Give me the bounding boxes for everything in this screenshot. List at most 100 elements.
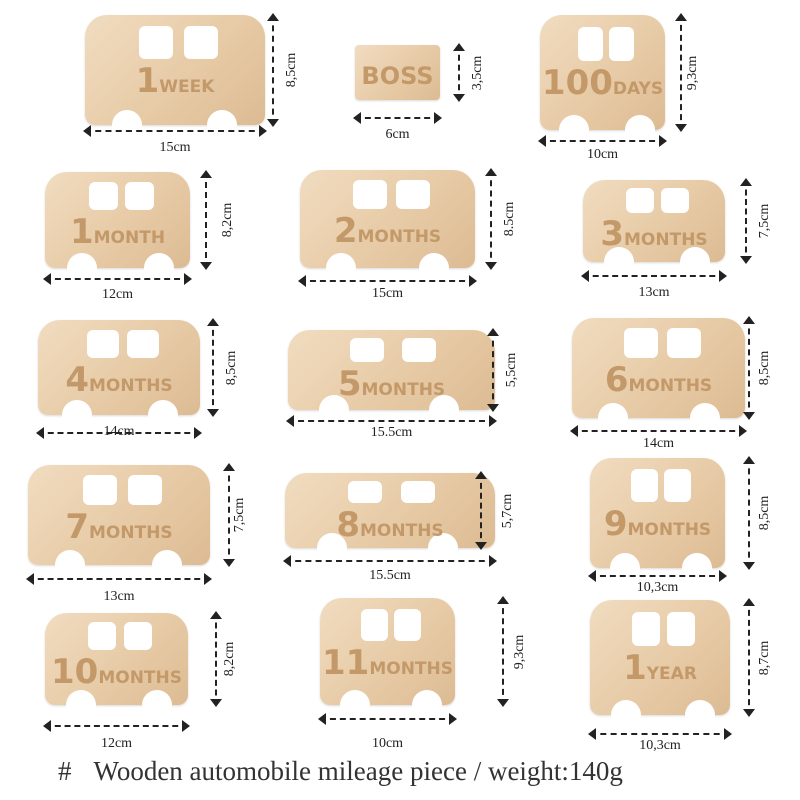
width-label: 15cm	[371, 286, 404, 301]
window-cutout	[184, 26, 218, 59]
wheel-cutout	[411, 690, 442, 720]
window-cutout	[667, 328, 702, 358]
height-dimension-line	[223, 463, 235, 567]
height-dimension-line	[453, 43, 465, 102]
window-cutout	[630, 469, 658, 502]
window-cutout	[128, 475, 163, 505]
wheel-cutout	[112, 110, 142, 140]
wooden-piece: 3MONTHS	[583, 180, 725, 277]
piece-label: BOSS	[355, 53, 440, 93]
wooden-piece: 5MONTHS	[288, 330, 495, 425]
label-word: MONTHS	[357, 227, 442, 248]
height-label: 8,5cm	[757, 350, 772, 386]
height-label: 8,5cm	[224, 350, 239, 385]
window-cutout	[139, 26, 173, 59]
height-dimension-line	[743, 456, 755, 570]
width-label: 14cm	[103, 424, 135, 439]
height-label: 8,7cm	[757, 640, 772, 675]
label-number: 1	[623, 648, 647, 689]
width-dimension-line	[298, 275, 477, 287]
height-dimension-line	[497, 596, 509, 707]
width-dimension-line	[286, 415, 497, 427]
piece-label: 100DAYS	[540, 63, 665, 103]
height-label: 7,5cm	[232, 497, 247, 533]
window-cutout	[396, 179, 431, 210]
label-number: 3	[600, 214, 624, 255]
height-label: 9,3cm	[512, 634, 527, 669]
piece-label: 1WEEK	[85, 61, 265, 101]
width-dimension-line	[83, 125, 267, 137]
height-dimension-line	[207, 318, 219, 417]
width-dimension-line	[36, 427, 202, 439]
height-dimension-line	[743, 598, 755, 717]
height-dimension-line	[267, 13, 279, 127]
wheel-cutout	[610, 553, 641, 583]
wheel-cutout	[604, 247, 635, 277]
width-label: 6cm	[385, 127, 410, 142]
piece-label: 5MONTHS	[288, 364, 495, 404]
width-dimension-line	[318, 713, 457, 725]
window-cutout	[124, 181, 154, 211]
window-cutout	[123, 622, 153, 650]
piece-label: 1YEAR	[590, 648, 730, 688]
label-number: 8	[336, 504, 360, 545]
wheel-cutout	[689, 403, 720, 433]
width-label: 10cm	[586, 147, 619, 162]
wheel-cutout	[427, 533, 458, 563]
wheel-cutout	[597, 403, 628, 433]
label-number: 10	[51, 651, 99, 692]
wheel-cutout	[681, 553, 712, 583]
height-label: 9,3cm	[685, 55, 700, 90]
window-cutout	[82, 475, 117, 505]
width-label: 15.5cm	[370, 425, 413, 440]
height-label: 8.5cm	[502, 201, 517, 237]
width-dimension-line	[283, 555, 497, 567]
height-label: 5,5cm	[504, 352, 519, 388]
piece-label: 9MONTHS	[590, 504, 725, 544]
window-cutout	[577, 26, 603, 61]
wheel-cutout	[207, 110, 238, 140]
caption-hash: #	[58, 756, 72, 786]
label-word: MONTH	[93, 228, 166, 249]
width-dimension-line	[581, 270, 727, 282]
label-word: MONTHS	[628, 376, 713, 396]
label-number: 6	[604, 360, 629, 400]
width-dimension-line	[43, 273, 192, 285]
wooden-piece: 100DAYS	[540, 15, 665, 145]
wooden-piece: BOSS	[355, 45, 440, 100]
label-number: 7	[65, 507, 89, 547]
height-dimension-line	[210, 611, 222, 707]
label-word: MONTHS	[360, 520, 444, 541]
height-label: 7,5cm	[757, 203, 772, 239]
label-number: 1	[135, 61, 160, 102]
wheel-cutout	[55, 550, 86, 580]
window-cutout	[401, 338, 436, 362]
window-cutout	[350, 338, 385, 362]
height-dimension-line	[487, 328, 499, 412]
window-cutout	[667, 611, 695, 646]
window-cutout	[88, 181, 118, 211]
window-cutout	[632, 611, 660, 646]
wooden-piece: 1WEEK	[85, 15, 265, 140]
label-word: WEEK	[159, 77, 215, 98]
width-dimension-line	[353, 112, 442, 124]
window-cutout	[127, 329, 160, 358]
wooden-piece: 2MONTHS	[300, 170, 475, 283]
label-word: YEAR	[646, 664, 697, 685]
piece-label: 1MONTH	[45, 212, 190, 252]
label-number: 100	[541, 63, 613, 104]
wooden-piece: 1MONTH	[45, 172, 190, 283]
caption-text: Wooden automobile mileage piece / weight…	[93, 756, 623, 786]
window-cutout	[661, 188, 690, 213]
width-dimension-line	[588, 728, 732, 740]
wheel-cutout	[316, 533, 347, 563]
piece-label: 7MONTHS	[28, 507, 210, 547]
label-number: 2	[333, 211, 358, 252]
label-word: BOSS	[361, 62, 434, 90]
wooden-piece: 4MONTHS	[38, 320, 200, 430]
window-cutout	[625, 188, 654, 213]
window-cutout	[360, 608, 388, 641]
window-cutout	[623, 328, 658, 358]
width-label: 15cm	[159, 140, 191, 155]
height-label: 8,5cm	[284, 52, 299, 88]
